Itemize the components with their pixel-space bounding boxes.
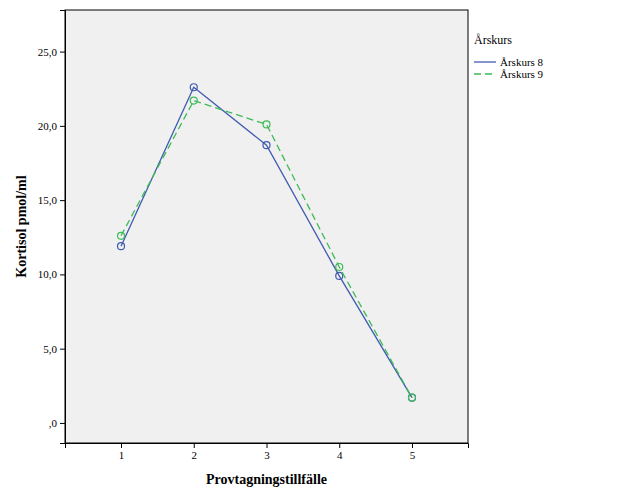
tick-mark [60, 349, 65, 350]
legend-label: Årskurs 9 [500, 68, 544, 80]
legend: Årskurs Årskurs 8Årskurs 9 [474, 33, 544, 80]
y-axis: ,0 5,0 10,0 15,0 20,0 25,0 [38, 11, 66, 444]
tick-label: 25,0 [38, 46, 58, 58]
marker [263, 142, 270, 149]
tick: 15,0 [38, 194, 65, 206]
x-axis: 1 2 3 4 5 [66, 443, 469, 461]
legend-swatch [474, 61, 496, 62]
tick-label: 20,0 [38, 120, 58, 132]
tick-label: 5 [410, 449, 416, 461]
tick-label: ,0 [49, 417, 58, 429]
tick: ,0 [49, 417, 65, 429]
axis-line [66, 444, 469, 449]
tick-label: 10,0 [38, 268, 58, 280]
tick: 5 [410, 443, 416, 461]
tick: 5,0 [43, 343, 65, 355]
x-axis-title: Provtagningstillfälle [206, 472, 327, 487]
tick: 2 [192, 443, 198, 461]
tick-label: 1 [119, 449, 125, 461]
tick: 1 [119, 443, 125, 461]
marker [118, 243, 125, 250]
marker [118, 232, 125, 239]
marker [336, 263, 343, 270]
tick-mark [121, 443, 122, 448]
tick: 10,0 [38, 268, 65, 280]
axis-line [60, 11, 66, 444]
tick: 3 [264, 443, 270, 461]
marker [336, 272, 343, 279]
series-line [121, 87, 412, 397]
marker [190, 97, 197, 104]
tick: 20,0 [38, 120, 65, 132]
y-axis-title: Kortisol pmol/ml [14, 175, 29, 277]
tick-mark [60, 52, 65, 53]
tick-label: 5,0 [43, 343, 57, 355]
tick-mark [412, 443, 413, 448]
legend-title: Årskurs [474, 33, 512, 47]
tick: 4 [337, 443, 343, 461]
tick-label: 2 [192, 449, 198, 461]
tick-label: 15,0 [38, 194, 58, 206]
marker [263, 121, 270, 128]
tick-mark [60, 126, 65, 127]
tick-label: 4 [337, 449, 343, 461]
marker [408, 394, 415, 401]
plot-frame [65, 10, 468, 443]
tick-mark [60, 200, 65, 201]
tick-label: 3 [264, 449, 270, 461]
tick-mark [194, 443, 195, 448]
legend-label: Årskurs 8 [500, 56, 544, 68]
marker [190, 84, 197, 91]
legend-swatch [474, 73, 496, 74]
tick-mark [339, 443, 340, 448]
series-line [121, 101, 412, 398]
tick: 25,0 [38, 46, 65, 58]
plot-area [118, 84, 416, 401]
tick-mark [60, 274, 65, 275]
tick-mark [60, 423, 65, 424]
chart: ,0 5,0 10,0 15,0 20,0 25,0 1 2 3 4 5 Provtagningsti… [0, 0, 626, 501]
tick-mark [267, 443, 268, 448]
